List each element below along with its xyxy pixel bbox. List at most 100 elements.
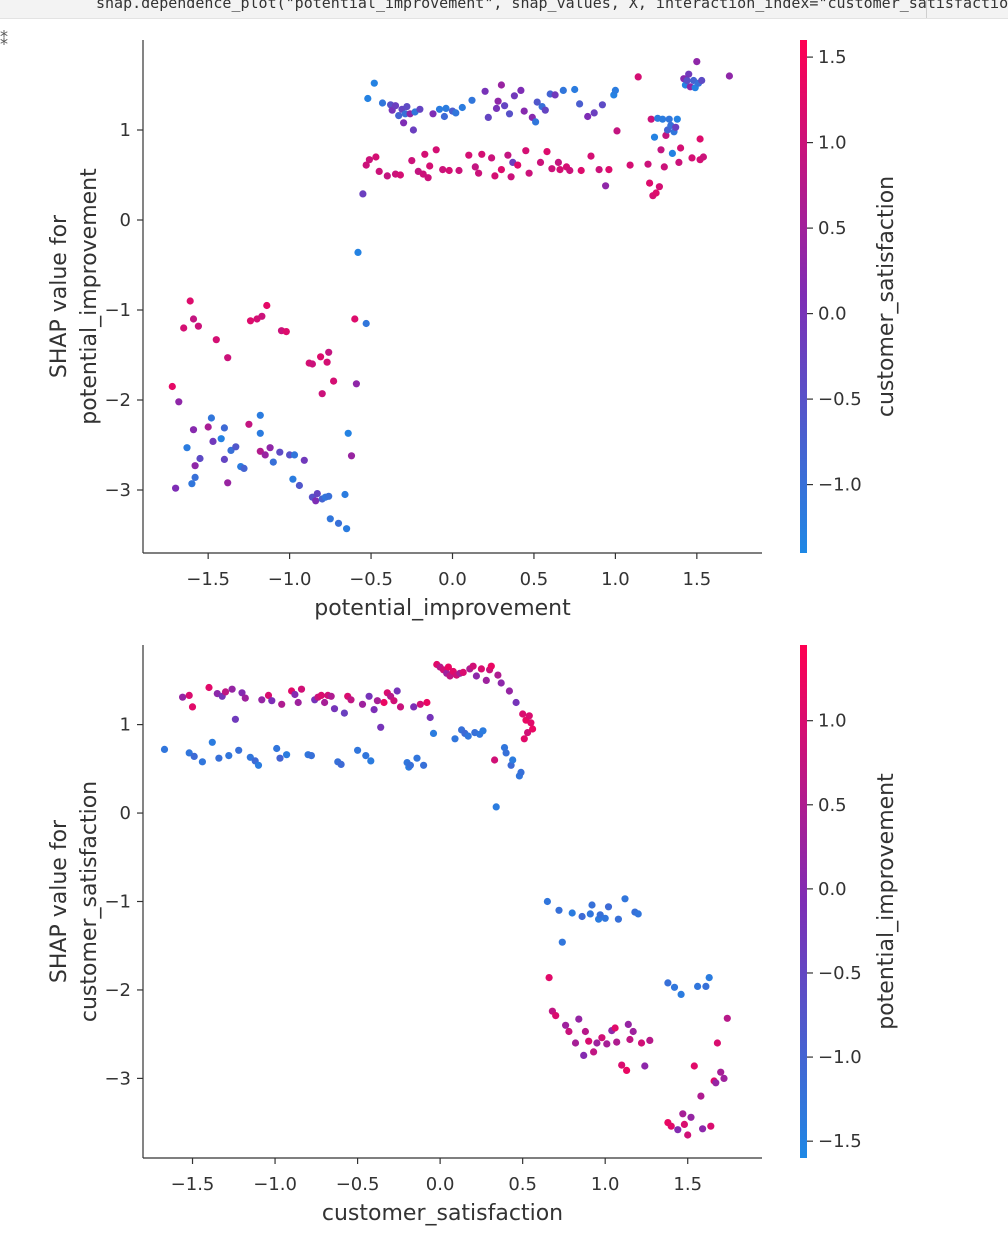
scatter-point [576, 100, 584, 108]
scatter-point [556, 166, 564, 174]
scatter-point [541, 106, 549, 114]
scatter-point [602, 182, 610, 190]
scatter-point [650, 133, 659, 141]
scatter-point [185, 691, 193, 700]
y-axis-label-line: SHAP value for [47, 214, 72, 378]
scatter-point [409, 126, 417, 134]
scatter-point [664, 979, 672, 987]
scatter-point [188, 480, 196, 488]
scatter-point [340, 709, 348, 717]
y-tick-label: −1 [104, 300, 131, 321]
scatter-point [509, 756, 517, 764]
scatter-point [565, 1027, 573, 1036]
toolbar-divider [926, 0, 927, 18]
scatter-point [317, 353, 325, 361]
scatter-point [323, 358, 331, 366]
scatter-point [529, 725, 537, 733]
scatter-point [444, 663, 452, 671]
scatter-point [673, 115, 681, 123]
scatter-point [552, 1012, 560, 1020]
scatter-point [677, 144, 685, 152]
scatter-point [634, 910, 642, 918]
scatter-point [370, 79, 378, 87]
scatter-point [504, 151, 512, 159]
scatter-point [624, 1020, 632, 1028]
colorbar-bar [800, 645, 807, 1158]
scatter-point [705, 974, 713, 982]
scatter-point [581, 1027, 590, 1036]
scatter-point [283, 751, 291, 759]
scatter-point [512, 698, 520, 707]
scatter-point [611, 86, 620, 94]
colorbar-tick-label: 0.0 [818, 879, 847, 900]
scatter-point [290, 451, 299, 459]
scatter-point [605, 166, 613, 174]
scatter-point [358, 700, 367, 708]
scatter-point [294, 698, 302, 707]
scatter-point [472, 672, 480, 680]
scatter-point [258, 312, 266, 320]
dependence-plot-potential-improvement: −1.5 −1.0 −0.5 0.0 0.5 1.0 1.5 −3 −2 −1 0 1 potentia… [47, 40, 899, 621]
scatter-point [413, 754, 421, 762]
output-expand-icon[interactable]: ⁑ [0, 30, 8, 49]
scatter-point [598, 101, 607, 109]
y-tick-label: −3 [104, 480, 131, 501]
scatter-point [652, 189, 660, 197]
scatter-point [416, 700, 424, 708]
colorbar-tick-label: −1.5 [818, 1131, 862, 1152]
scatter-point [445, 166, 453, 175]
x-tick-label: 1.5 [683, 569, 712, 590]
scatter-point [685, 70, 693, 78]
scatter-point [391, 102, 400, 110]
scatter-point [646, 179, 654, 187]
scatter-point [505, 110, 514, 118]
scatter-point [562, 1021, 570, 1029]
scatter-point [517, 768, 525, 777]
x-tick-label: −1.5 [186, 569, 230, 590]
x-tick-label: −1.0 [253, 1174, 297, 1195]
scatter-point [667, 1122, 675, 1130]
scatter-point [587, 152, 595, 160]
scatter-point [588, 901, 596, 909]
y-axis-label-line: potential_improvement [77, 168, 102, 425]
scatter-point [429, 729, 438, 738]
scatter-point [179, 693, 187, 701]
scatter-point [204, 423, 212, 431]
y-tick-label: 1 [120, 715, 131, 736]
scatter-point [555, 906, 563, 914]
scatter-point [317, 691, 325, 700]
scatter-point [424, 174, 432, 182]
scatter-point [423, 698, 431, 707]
scatter-point [256, 429, 264, 437]
scatter-point [396, 171, 404, 179]
scatter-point [481, 87, 489, 95]
scatter-point [484, 113, 492, 121]
scatter-point [185, 749, 193, 757]
scatter-point [699, 153, 708, 161]
scatter-point [435, 105, 444, 113]
scatter-point [497, 166, 505, 174]
scatter-point [687, 1113, 695, 1121]
scatter-point [614, 915, 623, 923]
scatter-point [519, 710, 527, 718]
scatter-point [491, 756, 499, 764]
scatter-point [354, 746, 362, 754]
scatter-point [477, 665, 485, 673]
scatter-point [263, 301, 271, 310]
scatter-point [264, 691, 273, 700]
scatter-point [697, 1092, 705, 1100]
scatter-point [224, 479, 232, 487]
scatter-point [690, 1062, 698, 1070]
scatter-point [469, 662, 477, 670]
scatter-point [367, 757, 375, 765]
scatter-point [432, 146, 440, 154]
x-tick-label: 0.5 [520, 569, 549, 590]
scatter-point [191, 462, 199, 470]
scatter-point [232, 443, 240, 451]
scatter-point [559, 86, 567, 94]
scatter-point [662, 131, 670, 139]
scatter-point [618, 1061, 626, 1069]
scatter-point [330, 705, 339, 713]
scatter-point [238, 689, 246, 697]
scatter-point [196, 454, 204, 463]
